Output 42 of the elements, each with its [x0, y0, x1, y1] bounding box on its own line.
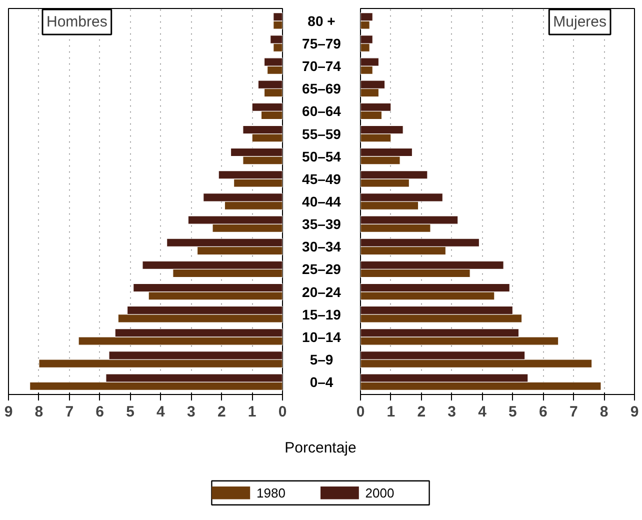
- x-tick-label: 4: [156, 404, 166, 420]
- x-tick-label: 8: [600, 404, 608, 420]
- y-tick-label: 40–44: [302, 194, 342, 210]
- y-tick-label: 55–59: [302, 126, 342, 142]
- y-tick-label: 70–74: [302, 58, 342, 74]
- y-tick-label: 35–39: [302, 216, 342, 232]
- y-tick-label: 45–49: [302, 170, 342, 187]
- y-tick-label: 15–19: [302, 306, 342, 322]
- x-tick-label: 0: [278, 404, 287, 420]
- y-tick-label: 0–4: [310, 374, 334, 390]
- y-tick-label: 50–54: [302, 148, 342, 164]
- x-axis-title: Porcentaje: [284, 440, 356, 457]
- y-tick-label: 80 +: [308, 12, 336, 29]
- x-tick-label: 3: [448, 404, 456, 420]
- y-tick-label: 10–14: [302, 328, 342, 345]
- legend-label: 2000: [365, 485, 394, 500]
- x-tick-label: 1: [248, 404, 256, 420]
- x-tick-label: 2: [217, 404, 226, 420]
- y-tick-label: 65–69: [302, 80, 342, 97]
- y-tick-label: 60–64: [302, 103, 342, 120]
- legend-label: 1980: [256, 485, 286, 500]
- y-tick-label: 30–34: [302, 238, 342, 255]
- x-tick-label: 6: [538, 404, 548, 420]
- x-tick-label: 9: [630, 404, 639, 420]
- x-tick-label: 6: [96, 404, 104, 420]
- y-tick-label: 75–79: [302, 35, 342, 52]
- y-tick-label: 25–29: [302, 261, 342, 278]
- x-tick-label: 0: [356, 404, 365, 420]
- x-tick-label: 5: [508, 404, 517, 420]
- x-tick-label: 7: [65, 404, 74, 420]
- x-tick-label: 9: [4, 404, 13, 420]
- x-tick-label: 1: [386, 404, 396, 420]
- chart-title: Mujeres: [553, 14, 607, 30]
- x-tick-label: 5: [126, 404, 134, 420]
- x-tick-label: 7: [569, 404, 578, 420]
- x-tick-label: 2: [417, 404, 426, 420]
- y-tick-label: 20–24: [302, 284, 342, 300]
- x-tick-label: 4: [478, 404, 488, 420]
- chart-title: Hombres: [46, 14, 108, 30]
- y-tick-label: 5–9: [310, 352, 334, 368]
- x-tick-label: 3: [186, 404, 196, 420]
- x-tick-label: 8: [34, 404, 44, 420]
